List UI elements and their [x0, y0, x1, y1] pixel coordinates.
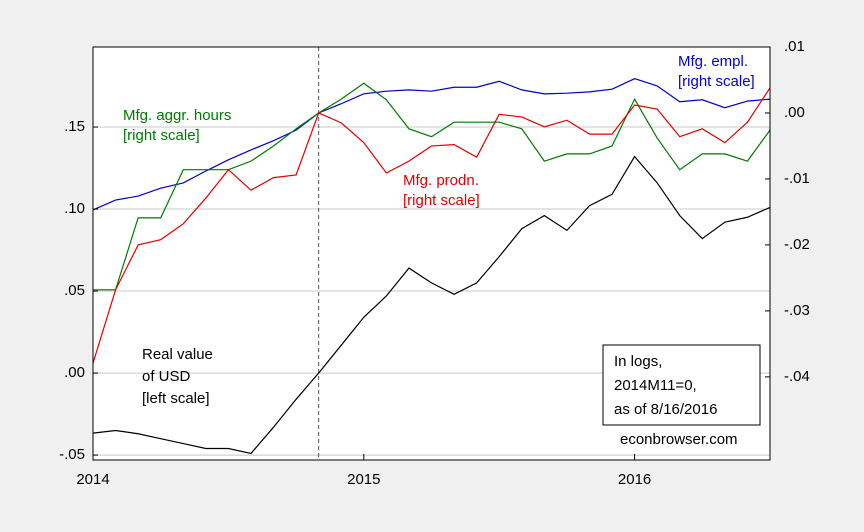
x-tick-label: 2016 — [618, 471, 651, 488]
series-line — [92, 78, 771, 211]
annotation: of USD — [142, 368, 191, 385]
series-line — [92, 155, 771, 455]
y2-tick-label: -.01 — [784, 170, 810, 187]
annotation: Real value — [142, 346, 213, 363]
y-tick-label: .15 — [64, 118, 85, 135]
y-tick-label: .05 — [64, 282, 85, 299]
annotation: 2014M11=0, — [614, 377, 697, 394]
annotation: Mfg. empl. — [678, 53, 748, 70]
annotation: Mfg. prodn. — [403, 172, 479, 189]
y-tick-label: -.05 — [59, 446, 85, 463]
annotation: [right scale] — [678, 73, 755, 90]
x-tick-label: 2014 — [76, 471, 109, 488]
x-tick-label: 2015 — [347, 471, 380, 488]
series-line — [93, 82, 771, 291]
series-line — [92, 87, 771, 364]
annotation: [right scale] — [403, 192, 480, 209]
y-tick-label: .10 — [64, 200, 85, 217]
plot-frame — [92, 46, 771, 461]
y2-tick-label: -.02 — [784, 236, 810, 253]
annotation: as of 8/16/2016 — [614, 401, 717, 418]
y-tick-label: .00 — [64, 364, 85, 381]
labels: -.05 .00 .05 .10 .15 -.04 -.03 -.02 -.01 .00 .01 20… — [59, 38, 810, 488]
y2-tick-label: -.04 — [784, 368, 810, 385]
lines — [92, 78, 771, 455]
annotation: econbrowser.com — [620, 431, 738, 448]
annotation-box — [602, 344, 761, 426]
grid — [93, 47, 770, 460]
y2-tick-label: -.03 — [784, 302, 810, 319]
y2-tick-label: .00 — [784, 104, 805, 121]
y2-tick-label: .01 — [784, 38, 805, 55]
annotation: [right scale] — [123, 127, 200, 144]
annotation: Mfg. aggr. hours — [123, 107, 231, 124]
annotation: In logs, — [614, 353, 662, 370]
annotation: [left scale] — [142, 390, 210, 407]
